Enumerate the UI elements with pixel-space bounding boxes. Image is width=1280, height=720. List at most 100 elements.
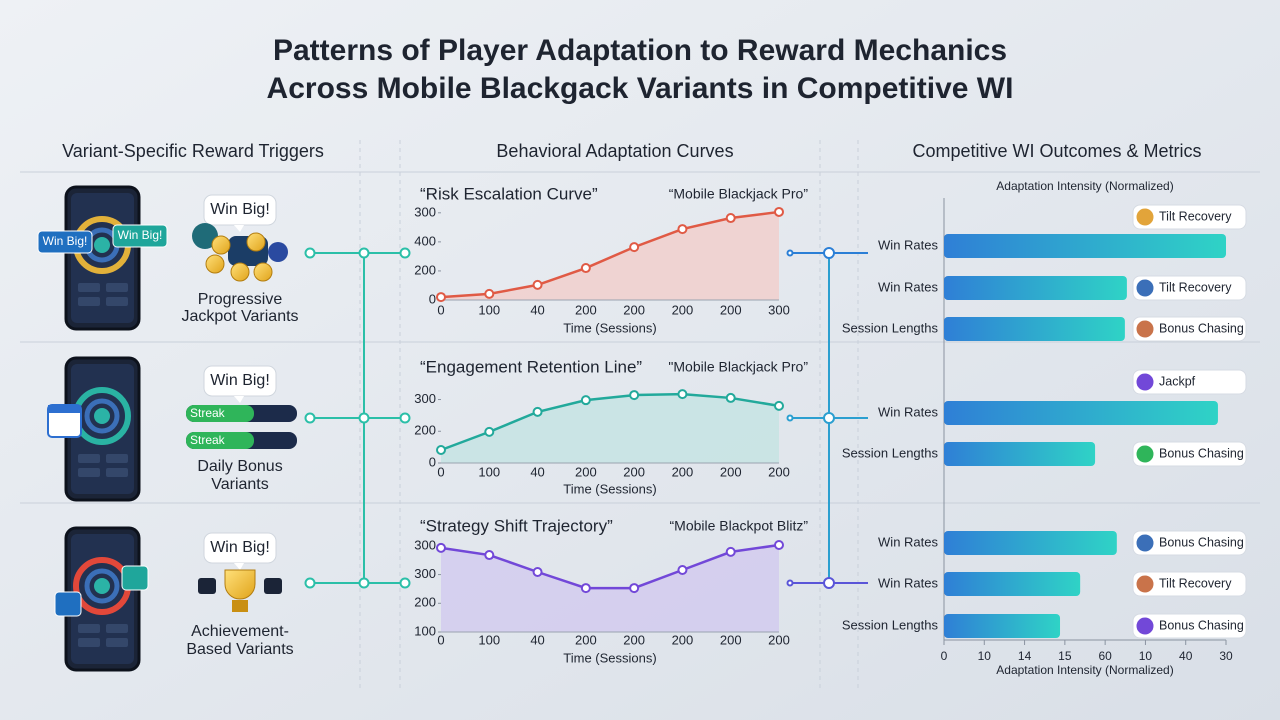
point <box>532 279 543 290</box>
point <box>436 542 446 553</box>
streak-text: Streak <box>190 433 226 447</box>
point <box>484 426 495 437</box>
point <box>629 583 640 594</box>
bar <box>944 401 1218 425</box>
connector-node <box>304 577 316 589</box>
category-label: Session Lengths <box>842 445 939 460</box>
x-tick-label: 0 <box>437 632 444 647</box>
column-header: Competitive WI Outcomes & Metrics <box>912 141 1201 161</box>
connector-node <box>358 412 370 424</box>
coin <box>253 262 273 282</box>
category-label: Win Rates <box>878 575 938 590</box>
column-header: Behavioral Adaptation Curves <box>496 141 733 161</box>
connector-node <box>358 247 370 259</box>
coin-icon <box>192 223 218 249</box>
y-tick-label: 100 <box>414 623 436 638</box>
streak-fill <box>186 405 254 422</box>
point <box>436 292 446 303</box>
line <box>440 210 780 299</box>
connector-node <box>786 579 794 587</box>
x-tick-label: 200 <box>720 632 742 647</box>
area <box>441 394 779 463</box>
speech-bubble-tail <box>234 563 244 570</box>
connector-node <box>399 247 411 259</box>
x-axis-label-top: Adaptation Intensity (Normalized) <box>996 179 1173 193</box>
x-tick-label: 40 <box>1179 649 1193 663</box>
title: Patterns of Player Adaptation to Reward … <box>273 34 1007 67</box>
bar <box>944 317 1125 341</box>
x-tick-label: 40 <box>530 632 544 647</box>
trophy-base <box>232 600 248 612</box>
x-tick-label: 200 <box>575 302 597 317</box>
x-tick-label: 0 <box>941 649 948 663</box>
tag-text: Bonus Chasing <box>1159 446 1244 460</box>
phone-badge-text: Win Big! <box>118 228 163 242</box>
separators <box>20 140 1260 690</box>
x-tick-label: 200 <box>768 464 790 479</box>
phone-button <box>106 454 128 463</box>
phone-center <box>94 237 110 253</box>
variant-label: Daily Bonus <box>197 458 282 475</box>
point <box>484 288 495 299</box>
x-tick-label: 10 <box>1139 649 1153 663</box>
speech-bubble-tail <box>234 225 244 232</box>
category-label: Win Rates <box>878 534 938 549</box>
y-tick-label: 300 <box>414 204 436 219</box>
lock-icon <box>264 578 282 594</box>
lock-icon <box>121 565 149 591</box>
x-tick-label: 200 <box>575 464 597 479</box>
lock-icon <box>54 591 82 617</box>
y-tick-label: 300 <box>414 566 436 581</box>
x-tick-label: 30 <box>1219 649 1233 663</box>
tag-avatar <box>1135 319 1155 339</box>
streak-fill <box>186 432 254 449</box>
calendar-top <box>48 405 81 413</box>
connector-node <box>823 412 835 424</box>
connector-node <box>786 414 794 422</box>
x-tick-label: 40 <box>530 464 544 479</box>
phone-button <box>78 624 100 633</box>
tag-pill <box>1132 369 1247 395</box>
bubble-text: Win Big! <box>210 372 270 389</box>
area <box>441 211 779 300</box>
variant-label: Based Variants <box>186 641 293 658</box>
tag-text: Bonus Chasing <box>1159 535 1244 549</box>
point <box>677 564 688 575</box>
tag-avatar <box>1135 616 1155 636</box>
connector-node <box>823 577 835 589</box>
category-label: Win Rates <box>878 279 938 294</box>
phone-center <box>94 578 110 594</box>
point <box>532 566 543 577</box>
tag-pill <box>1132 275 1247 301</box>
x-tick-label: 15 <box>1058 649 1072 663</box>
x-tick-label: 200 <box>720 464 742 479</box>
category-label: Session Lengths <box>842 320 939 335</box>
x-tick-label: 100 <box>478 302 500 317</box>
point <box>725 392 736 403</box>
tag-pill <box>1132 204 1247 230</box>
connector-node <box>304 412 316 424</box>
tag-text: Tilt Recovery <box>1159 280 1232 294</box>
phone-button <box>106 624 128 633</box>
tag-pill <box>1132 316 1247 342</box>
x-axis-label: Time (Sessions) <box>563 481 656 496</box>
chart-subtitle: “Mobile Blackjack Pro” <box>669 186 809 202</box>
chart-title: “Risk Escalation Curve” <box>420 184 598 203</box>
x-tick-label: 200 <box>672 302 694 317</box>
x-tick-label: 14 <box>1018 649 1032 663</box>
x-tick-label: 200 <box>623 464 645 479</box>
y-tick-label: 300 <box>414 537 436 552</box>
point <box>532 406 543 417</box>
tag-avatar <box>1135 574 1155 594</box>
point <box>774 540 784 551</box>
x-axis-label: Time (Sessions) <box>563 320 656 335</box>
column-header: Variant-Specific Reward Triggers <box>62 141 324 161</box>
variant-label: Achievement- <box>191 623 289 640</box>
tag-avatar <box>1135 207 1155 227</box>
phone-badge <box>112 224 168 248</box>
x-tick-label: 0 <box>437 302 444 317</box>
y-tick-label: 300 <box>414 391 436 406</box>
x-tick-label: 0 <box>437 464 444 479</box>
line <box>440 543 780 590</box>
variant-label: Jackpot Variants <box>181 308 298 325</box>
